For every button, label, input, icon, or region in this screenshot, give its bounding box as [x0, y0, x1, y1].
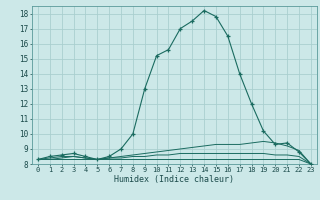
X-axis label: Humidex (Indice chaleur): Humidex (Indice chaleur)	[115, 175, 234, 184]
